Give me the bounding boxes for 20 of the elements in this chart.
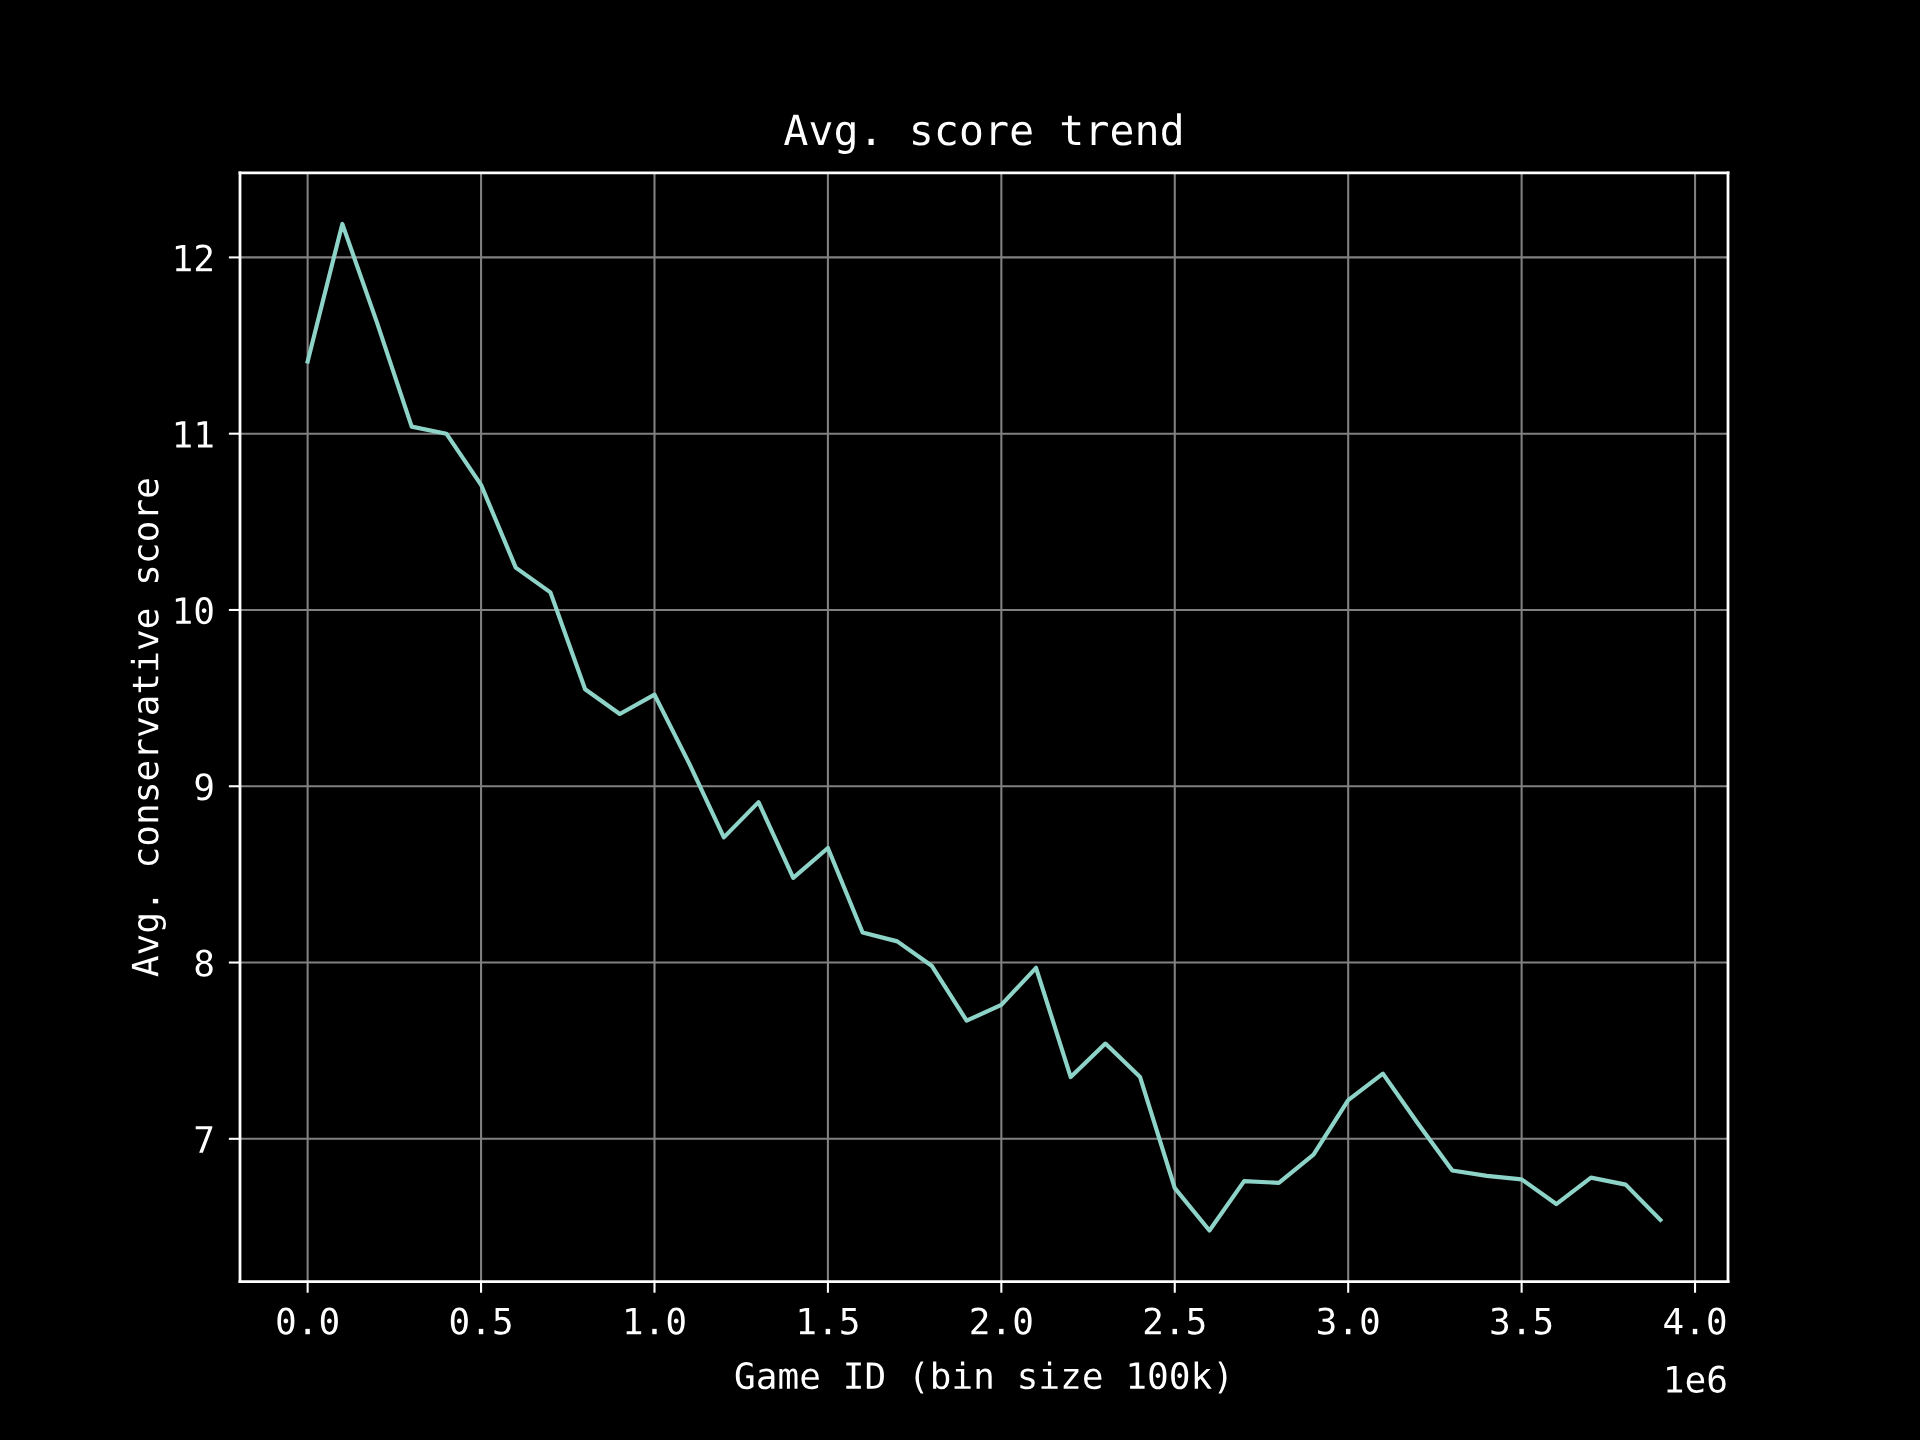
chart-title: Avg. score trend: [784, 113, 1181, 154]
x-tick-label: 2.0: [971, 1307, 1032, 1335]
x-tick-label: 0.0: [277, 1307, 338, 1335]
x-tick-label: 3.0: [1318, 1307, 1379, 1335]
y-tick-label: 11: [175, 421, 213, 448]
y-tick-label: 7: [195, 1126, 213, 1153]
x-tick-label: 1.5: [799, 1307, 858, 1335]
y-axis-title: Avg. conservative score: [130, 479, 166, 977]
x-axis-title: Game ID (bin size 100k): [735, 1361, 1227, 1394]
text: 1e6: [1667, 1365, 1726, 1393]
x-tick-label: 2.5: [1144, 1307, 1205, 1335]
x-tick-label: 3.5: [1491, 1307, 1552, 1335]
line-series: [305, 221, 1663, 1233]
y-tick-label: 9: [195, 773, 213, 801]
y-tick-label: 8: [195, 949, 213, 977]
y-tick-label: 10: [175, 596, 213, 625]
x-tick-label: 1.0: [626, 1307, 685, 1335]
y-tick-label: 12: [175, 244, 212, 272]
x-tick-label: 0.5: [450, 1307, 511, 1335]
x-tick-label: 4.0: [1664, 1307, 1726, 1335]
